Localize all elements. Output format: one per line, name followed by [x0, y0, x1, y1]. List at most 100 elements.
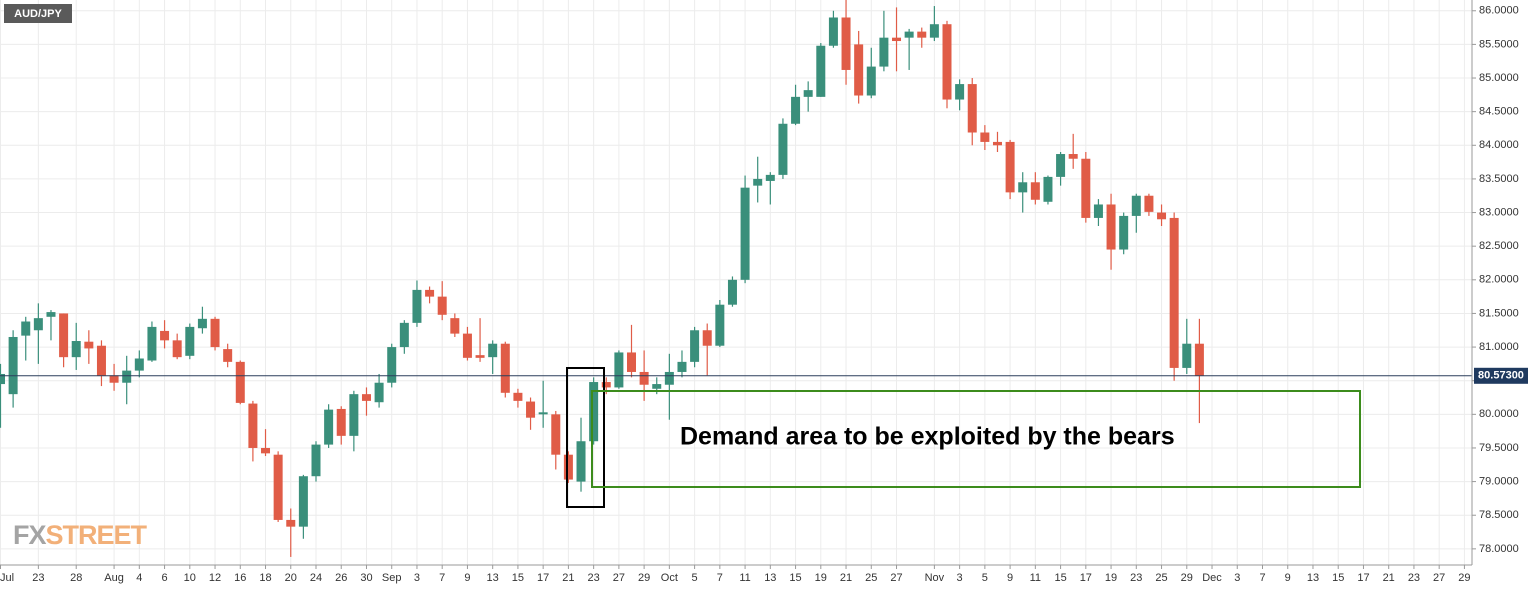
candle-body: [1194, 343, 1204, 376]
candle-body: [980, 132, 990, 142]
candle-body: [59, 313, 69, 358]
x-tick-label: Oct: [661, 572, 678, 584]
x-tick-label: 23: [588, 572, 600, 584]
x-tick-label: 5: [692, 572, 698, 584]
candle-body: [526, 401, 536, 418]
candle-body: [210, 318, 220, 348]
candle-body: [904, 31, 914, 38]
candle-body: [828, 17, 838, 46]
x-tick-label: 23: [1130, 572, 1142, 584]
candle-body: [1068, 154, 1078, 159]
candle-body: [1106, 204, 1116, 250]
candle-body: [778, 123, 788, 175]
candle-body: [727, 279, 737, 305]
x-tick-label: 19: [815, 572, 827, 584]
candle-body: [437, 296, 447, 315]
y-tick-label: 82.0000: [1479, 274, 1519, 286]
candle-body: [374, 382, 384, 403]
x-tick-label: 12: [209, 572, 221, 584]
candle-body: [690, 330, 700, 362]
x-tick-label: 3: [414, 572, 420, 584]
y-tick-label: 85.5000: [1479, 38, 1519, 50]
candle-body: [879, 37, 889, 67]
candle-body: [349, 394, 359, 436]
candle-body: [273, 454, 283, 520]
candle-body: [21, 321, 31, 336]
x-tick-label: 16: [234, 572, 246, 584]
x-tick-label: 10: [184, 572, 196, 584]
x-tick-label: 29: [638, 572, 650, 584]
candle-body: [652, 384, 662, 389]
y-tick-label: 81.0000: [1479, 341, 1519, 353]
candle-body: [0, 373, 5, 385]
x-tick-label: 7: [1259, 572, 1265, 584]
candle-body: [462, 333, 472, 358]
x-tick-label: 11: [739, 572, 750, 584]
y-tick-label: 79.0000: [1479, 476, 1519, 488]
price-label: 80.57300: [1478, 370, 1524, 382]
x-tick-label: 13: [764, 572, 776, 584]
y-tick-label: 85.0000: [1479, 72, 1519, 84]
candle-body: [892, 37, 902, 42]
candle-body: [563, 454, 573, 480]
x-tick-label: 23: [1408, 572, 1420, 584]
candle-body: [791, 96, 801, 124]
candle-body: [1131, 195, 1141, 216]
candle-body: [715, 304, 725, 346]
candle-body: [71, 341, 81, 358]
candle-body: [967, 84, 977, 133]
x-tick-label: 29: [1181, 572, 1193, 584]
candle-body: [513, 392, 523, 401]
y-tick-label: 84.0000: [1479, 139, 1519, 151]
y-tick-label: 79.5000: [1479, 442, 1519, 454]
x-tick-label: 9: [464, 572, 470, 584]
candle-body: [740, 187, 750, 280]
x-tick-label: Jul: [0, 572, 14, 584]
x-tick-label: 9: [1007, 572, 1013, 584]
candle-body: [425, 289, 435, 297]
x-tick-label: 21: [562, 572, 574, 584]
x-tick-label: 21: [840, 572, 852, 584]
candle-body: [992, 141, 1002, 146]
candle-body: [122, 370, 132, 383]
y-tick-label: 83.0000: [1479, 206, 1519, 218]
candle-body: [576, 441, 586, 482]
x-tick-label: 17: [1357, 572, 1369, 584]
x-tick-label: 4: [136, 572, 142, 584]
candle-body: [942, 24, 952, 100]
x-tick-label: 11: [1030, 572, 1041, 584]
candle-body: [841, 17, 851, 70]
x-tick-label: Dec: [1202, 572, 1222, 584]
watermark: FXSTREET: [13, 520, 148, 550]
x-tick-label: 3: [957, 572, 963, 584]
candle-body: [33, 318, 43, 331]
y-tick-label: 80.0000: [1479, 408, 1519, 420]
x-tick-label: 15: [789, 572, 801, 584]
y-tick-label: 86.0000: [1479, 5, 1519, 17]
x-tick-label: 25: [1155, 572, 1167, 584]
candle-body: [929, 24, 939, 38]
x-tick-label: 27: [890, 572, 902, 584]
watermark-fx: FX: [13, 520, 46, 550]
candle-body: [1182, 343, 1192, 368]
candle-body: [488, 343, 498, 358]
candle-body: [361, 394, 371, 401]
demand-zone: [591, 390, 1361, 488]
candle-body: [172, 340, 182, 358]
annotation: Demand area to be exploited by the bears: [680, 423, 1175, 451]
x-tick-label: 27: [1433, 572, 1445, 584]
candle-body: [500, 343, 510, 393]
x-tick-label: 9: [1285, 572, 1291, 584]
candle-body: [185, 326, 195, 356]
candle-body: [450, 318, 460, 334]
candle-body: [1144, 195, 1154, 212]
candle-body: [1119, 215, 1129, 250]
x-tick-label: 24: [310, 572, 322, 584]
candle-body: [197, 318, 207, 329]
x-tick-label: 17: [537, 572, 549, 584]
x-tick-label: 15: [1054, 572, 1066, 584]
candle-body: [677, 361, 687, 372]
candle-body: [298, 476, 308, 527]
candle-body: [753, 178, 763, 186]
candle-body: [336, 408, 346, 436]
